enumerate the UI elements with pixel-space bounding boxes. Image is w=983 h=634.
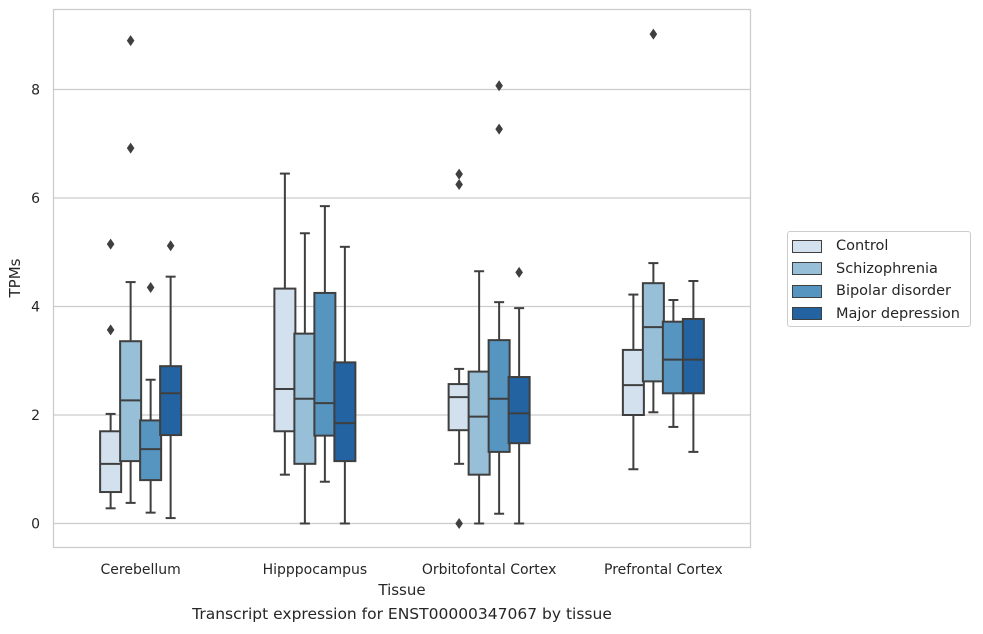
box-2-3: [507, 266, 531, 525]
legend-item-control: Control: [788, 235, 970, 258]
box-1-0: [273, 172, 297, 476]
legend-swatch: [792, 262, 822, 276]
outlier-point: [146, 282, 155, 294]
x-tick-label: Orbitofontal Cortex: [422, 562, 557, 578]
box-iqr: [487, 339, 511, 453]
outlier-point: [515, 266, 523, 278]
box-iqr: [333, 361, 357, 463]
y-tick-label: 2: [31, 408, 40, 424]
x-axis-ticks: Cerebellum Hipppocampus Orbitofontal Corte…: [101, 562, 723, 578]
legend-label: Schizophrenia: [836, 260, 938, 277]
legend: Control Schizophrenia Bipolar disorder M…: [787, 231, 971, 327]
outlier-point: [126, 142, 135, 154]
box-iqr: [447, 383, 471, 432]
outlier-point: [495, 123, 503, 135]
box-2-0: [447, 168, 471, 529]
box-iqr: [621, 348, 645, 416]
box-3-3: [681, 280, 705, 453]
box-0-1: [119, 35, 143, 504]
legend-swatch: [792, 307, 822, 321]
legend-label: Major depression: [836, 305, 960, 322]
box-0-3: [159, 240, 183, 520]
legend-label: Control: [836, 238, 889, 255]
box-2-2: [487, 80, 511, 515]
box-1-1: [293, 232, 317, 525]
box-iqr: [159, 365, 183, 437]
plot-area-frame: [52, 8, 752, 549]
x-tick-label: Hipppocampus: [263, 562, 368, 578]
box-1-3: [333, 245, 357, 525]
outlier-point: [649, 28, 658, 40]
box-iqr: [313, 291, 337, 437]
x-tick-label: Cerebellum: [101, 562, 181, 578]
outlier-point: [495, 80, 503, 92]
box-iqr: [507, 376, 531, 445]
box-0-2: [139, 282, 163, 514]
outlier-point: [106, 324, 115, 336]
outlier-point: [166, 240, 175, 252]
box-1-2: [313, 205, 337, 483]
box-iqr: [99, 430, 123, 494]
box-3-2: [661, 298, 685, 428]
y-axis-ticks: 0 2 4 6 8: [31, 83, 40, 533]
x-tick-label: Prefrontal Cortex: [604, 562, 723, 578]
y-axis-label: TPMs: [6, 258, 24, 298]
legend-swatch: [792, 284, 822, 298]
box-2-1: [467, 270, 491, 525]
chart-caption: Transcript expression for ENST0000034706…: [192, 605, 612, 623]
y-tick-label: 6: [31, 191, 40, 207]
box-0-0: [99, 238, 123, 510]
y-tick-label: 4: [31, 300, 40, 316]
x-axis-label: Tissue: [377, 581, 425, 599]
outlier-point: [455, 168, 463, 180]
box-iqr: [661, 320, 685, 395]
box-iqr: [273, 287, 297, 433]
legend-item-major-depression: Major depression: [788, 303, 970, 326]
legend-label: Bipolar disorder: [836, 283, 951, 300]
outlier-point: [455, 518, 463, 529]
legend-item-bipolar-disorder: Bipolar disorder: [788, 280, 970, 303]
box-iqr: [467, 370, 491, 476]
box-iqr: [641, 282, 665, 383]
y-tick-label: 8: [31, 83, 40, 99]
legend-swatch: [792, 239, 822, 253]
box-iqr: [681, 317, 705, 395]
box-3-0: [621, 293, 645, 471]
outlier-point: [126, 35, 135, 47]
y-tick-label: 0: [31, 517, 40, 533]
box-groups: [99, 28, 705, 529]
outlier-point: [455, 178, 463, 190]
box-iqr: [139, 419, 163, 482]
box-3-1: [641, 28, 665, 414]
legend-item-schizophrenia: Schizophrenia: [788, 258, 970, 281]
outlier-point: [106, 238, 115, 250]
